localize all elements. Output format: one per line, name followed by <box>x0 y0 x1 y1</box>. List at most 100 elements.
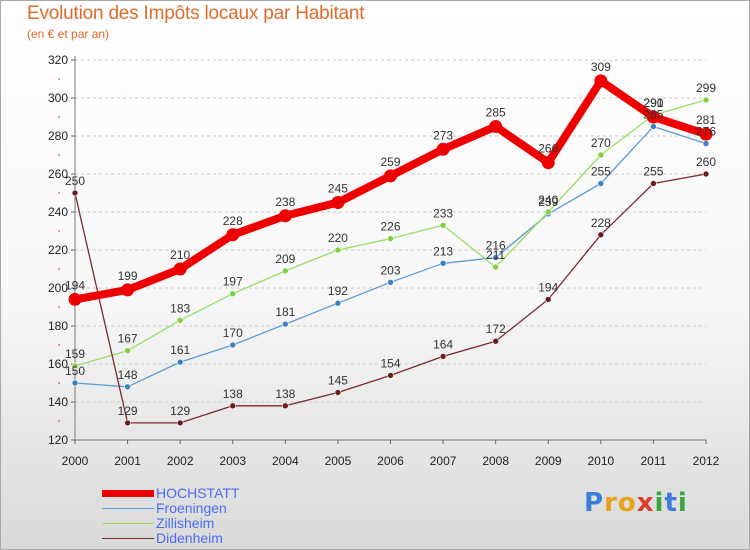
data-point <box>597 151 605 159</box>
data-point <box>229 402 237 410</box>
data-point <box>229 290 237 298</box>
data-point <box>489 120 503 133</box>
x-tick-label: 2007 <box>430 454 457 468</box>
data-point <box>439 222 447 229</box>
logo-letter: o <box>617 488 637 518</box>
data-label: 211 <box>486 248 505 262</box>
data-label: 255 <box>643 165 663 179</box>
data-label: 203 <box>380 263 400 277</box>
y-tick-label: 240 <box>48 205 68 219</box>
data-point <box>71 362 79 370</box>
data-label: 239 <box>538 195 558 209</box>
data-label: 285 <box>486 106 506 120</box>
data-label: 228 <box>591 216 611 230</box>
data-point <box>68 292 82 306</box>
data-point <box>492 337 499 345</box>
data-label: 199 <box>118 269 138 283</box>
data-point <box>282 402 289 410</box>
data-label: 197 <box>223 275 243 289</box>
data-label: 183 <box>170 301 190 315</box>
data-label: 266 <box>538 142 558 156</box>
logo-letter: x <box>636 488 655 518</box>
data-point <box>176 358 184 366</box>
x-tick-label: 2001 <box>114 454 141 468</box>
legend-label-froeningen: Froeningen <box>156 500 227 516</box>
x-tick-label: 2009 <box>535 454 562 468</box>
x-tick-label: 2003 <box>219 454 246 468</box>
data-label: 270 <box>591 136 611 150</box>
data-point <box>334 389 342 396</box>
x-tick-label: 2000 <box>62 454 89 468</box>
data-point <box>384 169 397 183</box>
data-label: 290 <box>643 96 663 110</box>
data-point <box>334 246 342 254</box>
data-point <box>436 142 450 156</box>
x-tick-label: 2006 <box>377 454 404 468</box>
series-group <box>68 74 713 427</box>
data-label: 273 <box>433 128 453 142</box>
data-label: 250 <box>65 174 85 188</box>
data-point <box>173 262 187 276</box>
data-label: 216 <box>486 239 506 253</box>
data-label: 281 <box>696 113 716 127</box>
data-point <box>71 379 79 387</box>
data-label: 192 <box>328 284 348 298</box>
data-point <box>282 320 289 328</box>
data-point <box>124 383 131 391</box>
y-tick-label: 160 <box>48 357 68 371</box>
data-label: 181 <box>275 305 295 319</box>
logo-letter: P <box>584 488 605 518</box>
data-label: 170 <box>223 326 243 340</box>
data-point <box>71 189 79 197</box>
data-point <box>176 316 184 324</box>
legend-swatch-didenheim <box>102 538 154 539</box>
data-point <box>439 353 447 360</box>
data-label: 291 <box>643 96 663 110</box>
data-point <box>492 263 499 271</box>
data-label: 213 <box>433 244 453 258</box>
data-label: 226 <box>380 220 400 234</box>
data-label: 276 <box>696 125 716 139</box>
data-point <box>544 296 552 303</box>
data-point <box>334 299 342 307</box>
data-label: 167 <box>118 332 138 346</box>
legend-swatch-zillisheim <box>102 523 154 524</box>
data-label: 238 <box>275 195 295 209</box>
y-tick-label: 320 <box>48 53 68 67</box>
data-point <box>702 140 710 147</box>
data-point <box>282 267 289 275</box>
y-tick-label: 180 <box>48 319 68 333</box>
data-point <box>387 278 394 286</box>
x-tick-label: 2005 <box>325 454 352 468</box>
y-tick-label: 280 <box>48 129 68 143</box>
data-labels: 194 199 210 228 238 245 259 273 285 266 309 290 281 1… <box>65 60 716 418</box>
data-point <box>387 235 394 242</box>
x-tick-label: 2011 <box>641 454 667 468</box>
series-line-didenheim <box>74 173 707 424</box>
chart-subtitle: (en € et par an) <box>27 27 110 41</box>
data-label: 161 <box>170 343 190 357</box>
logo-letter: t <box>664 488 678 518</box>
data-point <box>597 231 605 239</box>
data-label: 210 <box>170 248 190 262</box>
data-label: 129 <box>170 404 190 418</box>
legend-swatch-froeningen <box>102 508 154 509</box>
data-label: 129 <box>118 404 138 418</box>
data-point <box>594 74 608 88</box>
data-label: 194 <box>538 280 558 294</box>
data-point <box>597 180 605 187</box>
legend-label-didenheim: Didenheim <box>156 530 223 546</box>
data-point <box>646 110 660 124</box>
data-label: 233 <box>433 206 453 220</box>
data-point <box>650 180 657 187</box>
data-label: 299 <box>696 81 716 95</box>
data-point <box>176 419 184 427</box>
legend-label-hochstatt: HOCHSTATT <box>156 485 240 501</box>
y-tick-label: 260 <box>48 167 68 181</box>
axes: 120 140 160 180 200 220 240 260 280 300 320 2000 200… <box>48 53 720 468</box>
data-point <box>544 208 552 216</box>
data-label: 259 <box>380 155 400 169</box>
data-point <box>229 341 237 349</box>
data-label: 138 <box>223 387 243 401</box>
